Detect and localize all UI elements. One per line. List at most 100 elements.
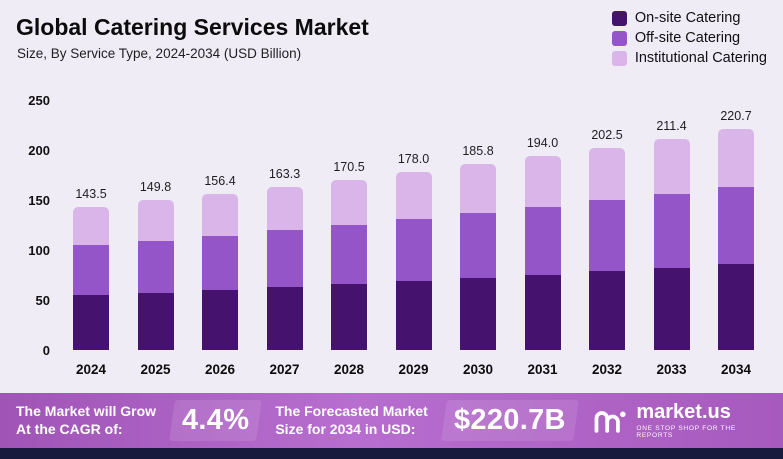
bar-stack	[653, 138, 690, 350]
bar-group-2029: 178.0 2029	[383, 100, 445, 377]
bar-segment-off-site-catering	[653, 193, 690, 268]
cagr-label-line1: The Market will Grow	[16, 403, 157, 419]
bar-total-label: 211.4	[656, 118, 687, 133]
x-axis-label: 2032	[591, 362, 623, 377]
bar-segment-on-site-catering	[202, 290, 238, 350]
cagr-label-line2: At the CAGR of:	[16, 420, 123, 437]
bar-segment-on-site-catering	[137, 292, 174, 350]
bar-total-label: 143.5	[75, 186, 107, 201]
bar-group-2030: 185.8 2030	[447, 100, 509, 377]
bar-group-2032: 202.5 2032	[576, 100, 638, 377]
bar-stack	[137, 200, 174, 350]
y-tick-label: 0	[42, 343, 50, 358]
x-axis-label: 2033	[656, 362, 687, 377]
x-axis-label: 2034	[720, 362, 752, 377]
bar-stack	[589, 147, 625, 350]
bar-stack	[524, 156, 561, 350]
bar-segment-on-site-catering	[331, 284, 367, 350]
bar-stack	[718, 129, 754, 350]
brand-block: market.us ONE STOP SHOP FOR THE REPORTS	[592, 402, 767, 439]
x-axis-label: 2030	[462, 362, 494, 377]
forecast-label-line2: Size for 2034 in USD:	[275, 420, 416, 437]
x-axis-label: 2029	[398, 362, 429, 377]
bar-total-label: 178.0	[397, 152, 430, 166]
bar-segment-off-site-catering	[266, 230, 303, 287]
bar-group-2033: 211.4 2033	[641, 100, 703, 377]
forecast-value-text: $220.7B	[453, 404, 566, 436]
bar-segment-on-site-catering	[653, 267, 690, 350]
bar-group-2024: 143.5 2024	[60, 100, 122, 377]
plot-area: 143.5 2024 149.8 2025 156.4 2026 163.3 2027 170.…	[60, 100, 767, 377]
bar-total-label: 202.5	[591, 127, 623, 142]
bar-segment-institutional-catering	[331, 179, 367, 225]
bar-total-label: 170.5	[333, 159, 365, 174]
x-axis-label: 2027	[269, 362, 300, 377]
chart-legend: On-site Catering Off-site Catering Institu…	[611, 10, 767, 66]
bar-group-2031: 194.0 2031	[512, 100, 574, 377]
bar-stack	[73, 206, 109, 350]
bar-segment-off-site-catering	[524, 206, 561, 275]
brand-text: market.us ONE STOP SHOP FOR THE REPORTS	[636, 402, 767, 439]
bar-group-2025: 149.8 2025	[125, 100, 187, 377]
bar-group-2026: 156.4 2026	[189, 100, 251, 377]
forecast-label: The Forecasted Market Size for 2034 in U…	[275, 403, 428, 438]
y-tick-label: 200	[28, 143, 50, 158]
bar-group-2027: 163.3 2027	[254, 100, 316, 377]
bar-segment-off-site-catering	[718, 186, 754, 264]
bar-segment-off-site-catering	[395, 219, 432, 281]
x-axis-label: 2024	[75, 362, 107, 377]
legend-item-on-site-catering: On-site Catering	[611, 10, 767, 26]
legend-swatch	[611, 10, 627, 26]
cagr-value-text: 4.4%	[182, 404, 250, 436]
bar-segment-on-site-catering	[718, 264, 754, 350]
bar-segment-off-site-catering	[331, 224, 367, 284]
y-tick-label: 250	[28, 93, 50, 108]
bar-stack	[331, 179, 367, 350]
y-tick-label: 50	[35, 293, 50, 308]
bar-segment-on-site-catering	[460, 278, 496, 350]
bar-segment-on-site-catering	[395, 281, 432, 350]
bar-segment-on-site-catering	[73, 295, 109, 350]
cagr-value: 4.4%	[169, 400, 263, 441]
x-axis-label: 2031	[527, 362, 558, 377]
bar-stack	[202, 193, 238, 350]
bar-segment-institutional-catering	[266, 186, 303, 230]
bar-segment-off-site-catering	[73, 245, 109, 295]
bar-segment-institutional-catering	[524, 156, 561, 207]
x-axis-label: 2025	[140, 362, 171, 377]
bar-total-label: 163.3	[268, 166, 301, 181]
bar-group-2034: 220.7 2034	[705, 100, 767, 377]
cagr-label: The Market will Grow At the CAGR of:	[16, 403, 156, 438]
legend-item-off-site-catering: Off-site Catering	[611, 30, 767, 46]
bar-total-label: 220.7	[720, 109, 752, 124]
legend-item-institutional-catering: Institutional Catering	[611, 50, 767, 66]
bar-stack	[266, 186, 303, 350]
x-axis-label: 2026	[204, 362, 236, 377]
bar-segment-institutional-catering	[589, 147, 625, 200]
brand-tagline: ONE STOP SHOP FOR THE REPORTS	[636, 425, 736, 439]
legend-label: Off-site Catering	[634, 30, 741, 46]
legend-label: On-site Catering	[634, 10, 741, 26]
bar-segment-off-site-catering	[137, 240, 174, 293]
legend-swatch	[611, 30, 627, 46]
bar-group-2028: 170.5 2028	[318, 100, 380, 377]
bar-segment-institutional-catering	[137, 200, 174, 241]
legend-label: Institutional Catering	[634, 50, 767, 66]
bar-segment-institutional-catering	[202, 193, 238, 236]
bar-segment-institutional-catering	[460, 164, 496, 213]
bottom-strip	[0, 448, 783, 459]
brand-name: market.us	[636, 401, 731, 423]
bar-segment-institutional-catering	[73, 206, 109, 245]
bar-segment-institutional-catering	[653, 138, 690, 194]
y-tick-label: 150	[28, 193, 50, 208]
bar-segment-institutional-catering	[395, 172, 432, 219]
bar-segment-on-site-catering	[589, 271, 625, 350]
bar-segment-off-site-catering	[460, 213, 496, 278]
bar-total-label: 156.4	[204, 173, 236, 188]
forecast-value: $220.7B	[440, 400, 579, 441]
bar-total-label: 185.8	[462, 144, 494, 159]
y-axis: 0 50 100 150 200 250	[8, 93, 50, 358]
market-us-logo-icon	[594, 410, 626, 433]
bar-segment-off-site-catering	[589, 200, 625, 271]
